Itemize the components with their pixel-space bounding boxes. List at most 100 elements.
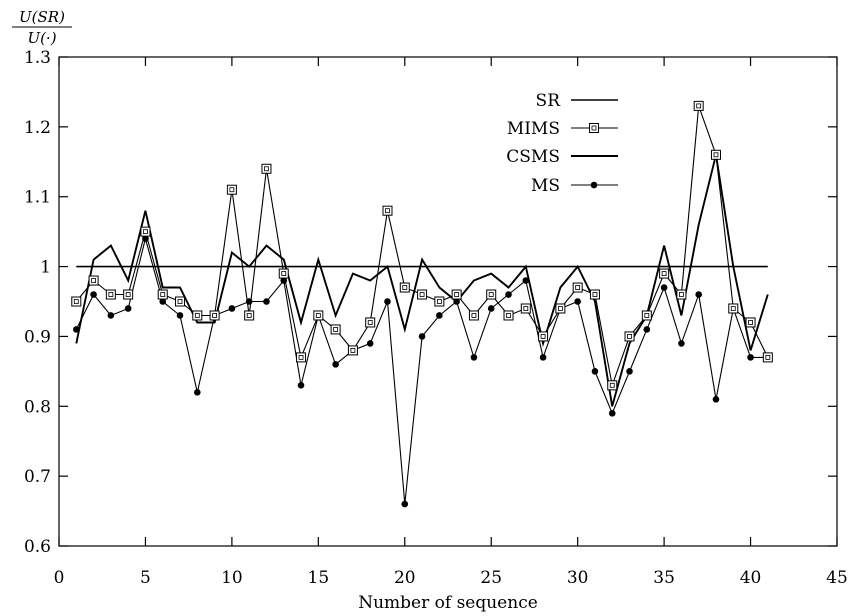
y-tick-label: 1.1 xyxy=(24,188,51,208)
mims-point-box xyxy=(503,310,514,321)
axis-ticks xyxy=(58,56,838,547)
x-axis-title: Number of sequence xyxy=(358,593,538,613)
mims-point xyxy=(278,268,289,279)
mims-point-inner xyxy=(454,292,460,297)
mims-point xyxy=(261,163,272,174)
mims-point-inner xyxy=(333,327,339,332)
mims-point-box xyxy=(710,149,721,160)
mims-point-box xyxy=(434,296,445,307)
mims-point xyxy=(555,303,566,314)
mims-point xyxy=(641,310,652,321)
mims-point-box xyxy=(728,303,739,314)
ms-point xyxy=(695,291,702,298)
y-axis-label-denominator: U(·) xyxy=(27,29,56,47)
mims-point-box xyxy=(520,303,531,314)
x-tick-label: 30 xyxy=(567,568,589,588)
mims-point-box xyxy=(451,289,462,300)
mims-point xyxy=(296,352,307,363)
mims-point-inner xyxy=(419,292,425,297)
mims-point xyxy=(244,310,255,321)
mims-point-box xyxy=(745,317,756,328)
mims-point-box xyxy=(624,331,635,342)
mims-point-inner xyxy=(246,313,252,318)
legend: SR MIMS CSMS MS xyxy=(506,91,618,196)
mims-point-inner xyxy=(730,306,736,311)
mims-point xyxy=(572,282,583,293)
mims-point xyxy=(192,310,203,321)
legend-label-mims: MIMS xyxy=(507,119,560,139)
mims-point-box xyxy=(486,289,497,300)
mims-point-box xyxy=(296,352,307,363)
mims-point-box xyxy=(261,163,272,174)
mims-point-inner xyxy=(523,306,529,311)
y-tick-label: 0.7 xyxy=(24,467,51,487)
ms-point xyxy=(366,340,374,347)
y-tick-label: 0.9 xyxy=(24,327,51,347)
ms-point xyxy=(539,354,547,361)
mims-point xyxy=(607,380,618,391)
mims-point-box xyxy=(676,289,687,300)
mims-point xyxy=(503,310,514,321)
mims-point-inner xyxy=(194,313,200,318)
mims-point xyxy=(659,268,670,279)
mims-point-inner xyxy=(471,313,477,318)
x-tick-label: 0 xyxy=(54,568,65,588)
mims-point-box xyxy=(192,310,203,321)
ms-point xyxy=(470,354,478,361)
mims-point xyxy=(175,296,186,307)
mims-point xyxy=(745,317,756,328)
legend-label-csms: CSMS xyxy=(506,147,560,167)
mims-point xyxy=(330,324,341,335)
ms-point xyxy=(124,305,132,312)
ms-point xyxy=(90,291,97,298)
y-axis-label-numerator: U(SR) xyxy=(19,8,65,26)
mims-point xyxy=(140,226,151,237)
mims-point-box xyxy=(88,275,99,286)
x-tick-label: 10 xyxy=(221,568,243,588)
mims-point-inner xyxy=(627,334,632,339)
mims-point xyxy=(71,296,82,307)
mims-point-inner xyxy=(609,382,615,388)
mims-point-inner xyxy=(765,354,771,360)
mims-point xyxy=(88,275,99,286)
mims-point xyxy=(417,289,428,300)
series-layer xyxy=(71,100,773,508)
mims-point xyxy=(434,296,445,307)
ms-point xyxy=(263,298,270,305)
ms-point xyxy=(401,500,409,508)
mims-point xyxy=(520,303,531,314)
ms-point xyxy=(436,312,443,319)
ms-point xyxy=(194,389,201,396)
ms-point xyxy=(712,396,720,403)
mims-point xyxy=(468,310,479,321)
mims-point-box xyxy=(347,345,358,356)
mims-point-inner xyxy=(281,271,287,276)
ms-point xyxy=(418,333,426,340)
ms-point xyxy=(228,305,236,312)
mims-point-inner xyxy=(748,320,753,325)
ms-point xyxy=(159,298,167,305)
x-tick-label: 25 xyxy=(480,568,502,588)
mims-point-box xyxy=(244,310,255,321)
mims-point-inner xyxy=(315,313,321,318)
ms-point xyxy=(678,340,685,347)
mims-point xyxy=(226,184,237,195)
mims-point xyxy=(451,289,462,300)
series-ms xyxy=(72,235,772,508)
mims-point-inner xyxy=(108,292,114,297)
ms-point xyxy=(487,305,495,312)
mims-point-box xyxy=(538,331,549,342)
mims-point-box xyxy=(572,282,583,293)
legend-item-mims: MIMS xyxy=(507,119,618,139)
mims-point-box xyxy=(589,289,600,300)
mims-point-inner xyxy=(644,313,650,318)
mims-point-box xyxy=(555,303,566,314)
ms-point xyxy=(591,368,599,375)
mims-point xyxy=(105,289,116,300)
mims-point-inner xyxy=(696,103,702,109)
series-csms-line xyxy=(75,154,769,407)
mims-point-box xyxy=(693,100,704,111)
x-tick-label: 5 xyxy=(140,568,151,588)
mims-point xyxy=(313,310,324,321)
mims-point-box xyxy=(313,310,324,321)
